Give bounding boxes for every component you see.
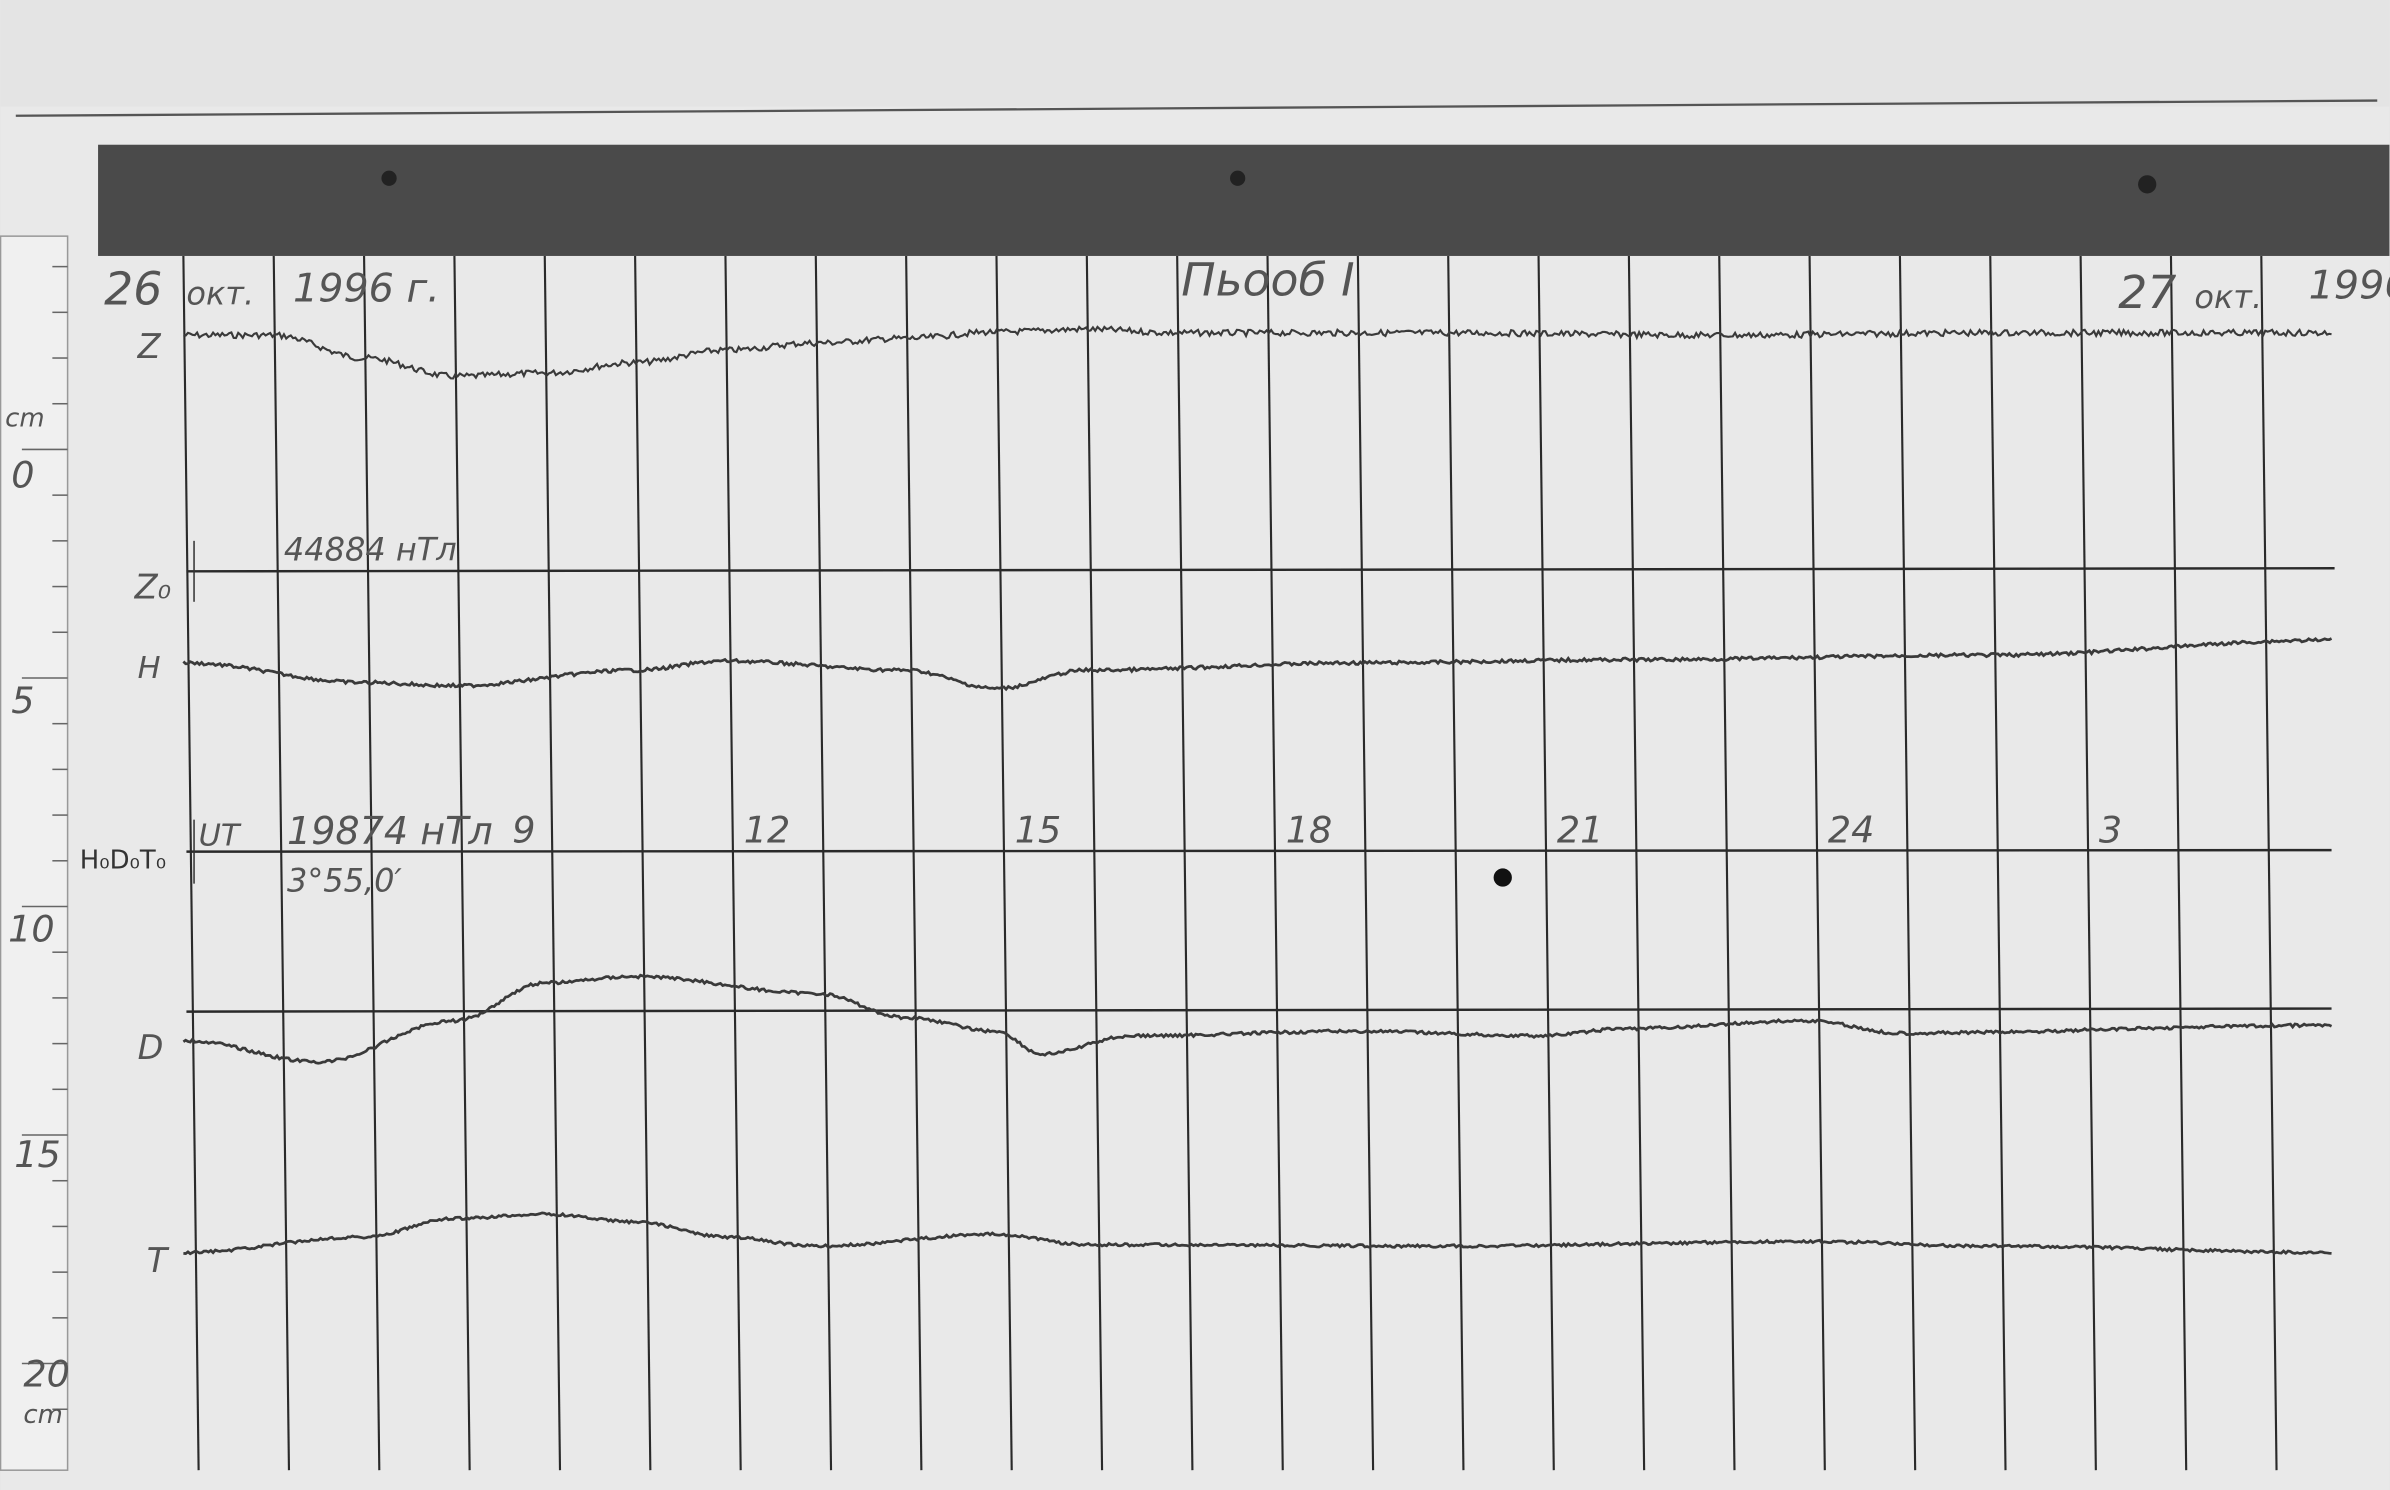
- clamp-band: [98, 144, 2390, 256]
- rivet-icon: [381, 170, 397, 186]
- grid-line-hour: [1447, 255, 1465, 1471]
- hour-label: 12: [744, 809, 791, 852]
- ruler-label-15: 15: [14, 1133, 61, 1176]
- grid-line-hour: [2079, 255, 2097, 1471]
- grid-line-hour: [1176, 255, 1194, 1471]
- end-month: окт.: [2194, 278, 2262, 316]
- hour-label: 15: [1015, 809, 1062, 852]
- trace-label-d: D: [138, 1028, 164, 1067]
- d0-value: 3°55,0′: [287, 861, 403, 899]
- traces: [182, 325, 2333, 1256]
- h0-value: 19874 нТл: [287, 809, 493, 853]
- ruler-ticks: [21, 265, 68, 1411]
- grid-line-hour: [1808, 255, 1826, 1471]
- start-month: окт.: [186, 275, 254, 313]
- rivet-icon: [2138, 175, 2157, 194]
- ruler-label-10: 10: [8, 908, 55, 951]
- grid-line-hour: [1537, 255, 1555, 1471]
- end-year: 1996: [2309, 263, 2390, 309]
- hour-label: 24: [1828, 809, 1875, 852]
- trace-t: [183, 1211, 2332, 1256]
- hdt0-baseline: [186, 848, 2332, 853]
- hour-label: 18: [1286, 809, 1333, 852]
- ut-label: UT: [199, 819, 242, 854]
- grid-line-hour: [1898, 255, 1917, 1471]
- station-code: Пьооб I: [1181, 254, 1354, 307]
- ruler-unit-top: cm: [5, 404, 44, 434]
- trace-label-z: Z: [137, 327, 162, 366]
- grid-line-hour: [1627, 255, 1646, 1471]
- grid-line-hour: [363, 255, 381, 1471]
- d-reference-line: [186, 1007, 2332, 1013]
- hour-labels: 9 12 15 18 21 24 3: [512, 809, 2122, 852]
- grid-line-hour: [2169, 255, 2188, 1471]
- z0-value: 44884 нТл: [284, 531, 457, 569]
- end-day: 27: [2118, 266, 2176, 319]
- hour-label: 9: [512, 809, 535, 852]
- grid-line-hour: [724, 255, 742, 1471]
- cm-ruler: [0, 235, 69, 1471]
- rivet-icon: [1230, 170, 1246, 186]
- ruler-unit-bottom: cm: [23, 1400, 62, 1430]
- hour-label: 21: [1557, 809, 1604, 852]
- hour-grid: [182, 255, 2278, 1471]
- trace-label-t: T: [147, 1241, 170, 1280]
- grid-line-hour: [1356, 255, 1375, 1471]
- grid-line-hour: [453, 255, 471, 1471]
- trace-z: [183, 325, 2332, 380]
- ruler-label-0: 0: [11, 454, 34, 497]
- ink-dot: [1493, 868, 1512, 887]
- grid-line-hour: [814, 255, 833, 1471]
- start-year: 1996 г.: [293, 266, 440, 312]
- start-day: 26: [104, 263, 162, 316]
- paper-sheet: [0, 106, 2390, 1490]
- trace-h: [182, 637, 2333, 692]
- grid-line-hour: [1989, 255, 2007, 1471]
- hdt0-label: H₀D₀T₀: [80, 845, 166, 875]
- grid-line-hour: [1266, 255, 1284, 1471]
- grid-line-hour: [634, 255, 652, 1471]
- z0-baseline: [186, 567, 2335, 573]
- grid-line-hour: [2260, 255, 2278, 1471]
- grid-line-hour: [1085, 255, 1104, 1471]
- trace-label-h: H: [138, 651, 161, 686]
- grid-line-hour: [182, 255, 200, 1471]
- grid-line-hour: [1718, 255, 1736, 1471]
- ruler-label-5: 5: [11, 679, 34, 722]
- grid-line-hour: [995, 255, 1013, 1471]
- top-wire: [15, 99, 2378, 117]
- grid-line-hour: [543, 255, 562, 1471]
- hour-label: 3: [2099, 809, 2122, 852]
- grid-line-hour: [272, 255, 291, 1471]
- z0-label: Z₀: [134, 568, 171, 607]
- trace-d: [182, 973, 2333, 1065]
- grid-line-hour: [905, 255, 923, 1471]
- ruler-label-20: 20: [23, 1352, 70, 1395]
